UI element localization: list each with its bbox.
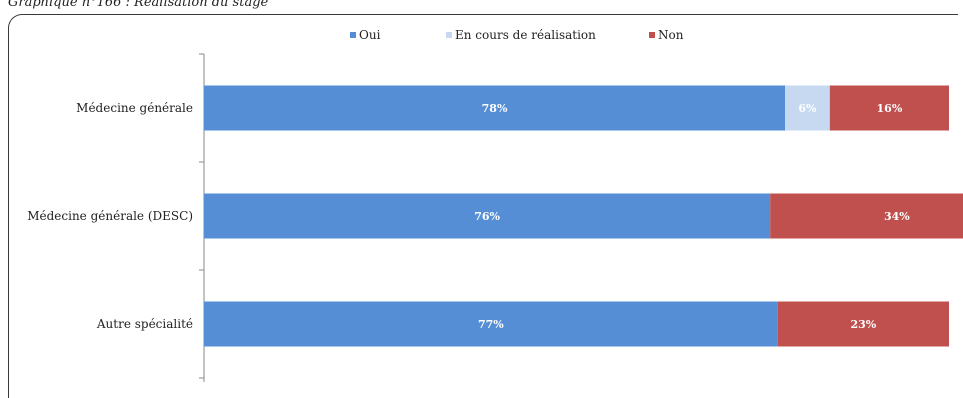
data-label: 76%: [474, 210, 500, 223]
bar-segment: [204, 193, 771, 239]
bar-segment: [785, 85, 830, 131]
legend-label-oui: Oui: [359, 28, 381, 42]
legend-item-non: Non: [649, 28, 683, 42]
bar-segment: [777, 301, 949, 347]
category-label: Médecine générale (DESC): [27, 209, 193, 223]
legend-label-non: Non: [658, 28, 684, 42]
data-label: 16%: [877, 102, 903, 115]
data-label: 6%: [798, 102, 817, 115]
legend-swatch-oui: [350, 32, 356, 38]
bar-segment: [204, 85, 786, 131]
data-label: 34%: [884, 210, 910, 223]
chart-caption: Graphique n°166 : Réalisation du stage: [8, 0, 269, 10]
chart-frame: [8, 14, 958, 398]
legend-item-en-cours: En cours de réalisation: [446, 28, 596, 42]
data-label: 23%: [850, 318, 876, 331]
bar-segment: [204, 301, 778, 347]
legend: Oui En cours de réalisation Non: [0, 28, 963, 46]
legend-item-oui: Oui: [350, 28, 380, 42]
bar-segment: [829, 85, 949, 131]
legend-label-en-cours: En cours de réalisation: [455, 28, 596, 42]
legend-swatch-non: [649, 32, 655, 38]
legend-swatch-en-cours: [446, 32, 452, 38]
bar-segment: [770, 193, 963, 239]
data-label: 78%: [482, 102, 508, 115]
category-label: Autre spécialité: [96, 317, 193, 331]
data-label: 77%: [478, 318, 504, 331]
category-label: Médecine générale: [76, 101, 193, 115]
